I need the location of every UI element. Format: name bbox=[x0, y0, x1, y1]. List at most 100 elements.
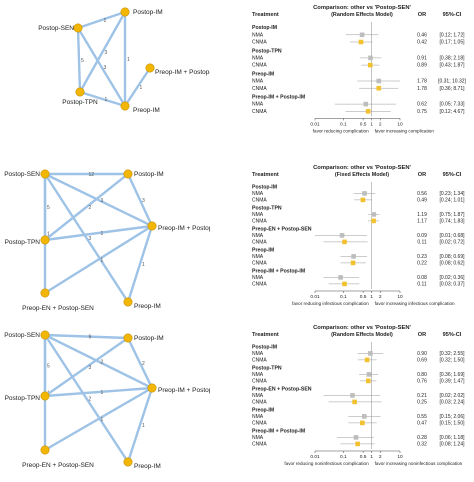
forest-row-or: 0.90 bbox=[417, 351, 427, 357]
network-node-label: Postop-TPN bbox=[5, 239, 41, 246]
network-edge-label: 3 bbox=[142, 198, 145, 204]
network-edge-label: 5 bbox=[81, 58, 84, 64]
forest-row-method: CNMA bbox=[252, 400, 267, 406]
forest-row-method: NMA bbox=[252, 393, 264, 399]
forest-row-method: CNMA bbox=[252, 379, 267, 385]
forest-header-treatment: Treatment bbox=[252, 172, 279, 178]
network-edge-label: 1 bbox=[101, 390, 104, 396]
forest-group-label: Postop-IM bbox=[252, 185, 277, 191]
network-node-label: Preop-IM + Postop-IM bbox=[158, 387, 210, 394]
network-edge-postop-sen-preop-im bbox=[76, 27, 127, 107]
network-edge-postop-sen-postop-tpn bbox=[76, 27, 82, 93]
forest-row-ci: [0.74; 1.83] bbox=[439, 219, 465, 225]
network-node-postop-sen bbox=[40, 169, 50, 179]
forest-x-tick-label: 2 bbox=[379, 454, 382, 460]
forest-row-ci: [0.36; 8.71] bbox=[439, 86, 465, 92]
network-edge-postop-tpn-preop-im-postop-im bbox=[44, 386, 153, 398]
forest-row-or: 0.89 bbox=[417, 63, 427, 69]
network-edge-label: 1 bbox=[142, 262, 145, 268]
forest-group-label: Postop-TPN bbox=[252, 206, 282, 212]
forest-x-tick-label: 0.01 bbox=[310, 454, 320, 460]
forest-x-tick-label: 1 bbox=[370, 294, 373, 300]
network-node-label: Preop-EN + Postop-SEN bbox=[22, 305, 94, 312]
network-graph-2: 12 5 3 1 3 2 3 1 1 1 Postop-SEN Postop-IM Postop-TPN… bbox=[4, 169, 210, 312]
network-edge-label: 2 bbox=[142, 361, 145, 367]
forest-point-estimate bbox=[350, 260, 356, 266]
network-edge-label: 1 bbox=[140, 85, 143, 91]
forest-point-estimate bbox=[365, 378, 371, 384]
network-graph-3: 9521232111Postop-SENPostop-IMPostop-TPNP… bbox=[4, 330, 210, 470]
forest-point-estimate bbox=[351, 254, 356, 259]
forest-row-method: NMA bbox=[252, 254, 264, 260]
forest-x-tick-label: 2 bbox=[379, 294, 382, 300]
forest-header-treatment: Treatment bbox=[252, 332, 279, 338]
forest-favor-left: favor reducing noninfectious complicatio… bbox=[284, 461, 369, 466]
forest-point-estimate bbox=[364, 357, 370, 363]
forest-point-estimate bbox=[355, 441, 360, 447]
forest-title: Comparison: other vs 'Postop-SEN' bbox=[313, 325, 411, 331]
forest-row-or: 1.78 bbox=[417, 86, 427, 92]
forest-row-or: 0.25 bbox=[417, 400, 427, 406]
forest-point-estimate bbox=[359, 32, 365, 38]
forest-row-ci: [0.15; 1.50] bbox=[439, 421, 465, 427]
forest-plot-3: Comparison: other vs 'Postop-SEN'(Random… bbox=[252, 325, 465, 466]
forest-point-estimate bbox=[358, 39, 364, 45]
forest-group-label: Preop-IM bbox=[252, 248, 274, 254]
forest-row-ci: [0.12; 1.72] bbox=[439, 32, 465, 38]
forest-row-or: 0.75 bbox=[417, 109, 427, 115]
network-node-preop-en-postop-sen bbox=[40, 288, 50, 298]
forest-subtitle: (Random Effects Model) bbox=[331, 332, 393, 338]
forest-subtitle: (Fixed Effects Model) bbox=[335, 172, 389, 178]
forest-row-or: 1.19 bbox=[417, 212, 427, 218]
forest-point-estimate bbox=[338, 275, 343, 280]
network-node-postop-im bbox=[120, 7, 130, 17]
network-node-postop-sen bbox=[73, 23, 83, 33]
forest-point-estimate bbox=[376, 78, 382, 84]
forest-plot-1: Comparison: other vs 'Postop-SEN'(Random… bbox=[252, 5, 467, 133]
network-node-preop-im bbox=[123, 457, 133, 467]
forest-row-ci: [0.75; 1.87] bbox=[439, 212, 465, 218]
forest-point-estimate bbox=[350, 393, 355, 398]
forest-row-method: CNMA bbox=[252, 86, 267, 92]
forest-row-method: CNMA bbox=[252, 219, 267, 225]
forest-row-or: 0.56 bbox=[417, 191, 427, 197]
forest-row-ci: [0.08; 0.62] bbox=[439, 261, 465, 267]
network-edge-label: 5 bbox=[47, 205, 50, 211]
forest-row-or: 0.76 bbox=[417, 379, 427, 385]
forest-row-or: 0.28 bbox=[417, 435, 427, 441]
forest-row-ci: [0.02; 0.36] bbox=[439, 275, 465, 281]
forest-row-ci: [0.02; 0.72] bbox=[439, 240, 465, 246]
forest-row-ci: [0.32; 2.55] bbox=[439, 351, 465, 357]
forest-x-tick-label: 10 bbox=[397, 294, 403, 300]
network-node-postop-tpn bbox=[40, 391, 50, 401]
forest-row-or: 0.21 bbox=[417, 393, 427, 399]
network-edge-preop-im-postop-im-preop-im bbox=[126, 225, 154, 303]
network-node-label: Preop-IM bbox=[134, 463, 161, 470]
forest-row-method: NMA bbox=[252, 372, 264, 378]
network-graph-1: 1 5 3 3 1 1 1 Postop-SEN Postop-IM Postop-TPN Preo… bbox=[38, 7, 210, 114]
forest-row-ci: [0.31; 10.32] bbox=[438, 79, 466, 85]
network-node-label: Preop-IM bbox=[134, 303, 161, 310]
forest-header-ci: 95%-CI bbox=[443, 332, 462, 338]
forest-row-method: CNMA bbox=[252, 109, 267, 115]
forest-row-or: 1.78 bbox=[417, 79, 427, 85]
forest-point-estimate bbox=[353, 435, 359, 440]
network-node-preop-im-postop-im bbox=[145, 63, 155, 73]
forest-row-or: 0.69 bbox=[417, 358, 427, 364]
network-edge-label: 12 bbox=[89, 172, 95, 178]
forest-point-estimate bbox=[360, 197, 366, 203]
network-edge-postop-sen-postop-im bbox=[77, 10, 126, 30]
forest-group-label: Preop-IM + Postop-IM bbox=[252, 429, 305, 435]
forest-point-estimate bbox=[339, 233, 345, 238]
forest-x-tick-label: 0.01 bbox=[310, 294, 320, 300]
network-edge-preop-en-postop-sen-preop-im-postop-im bbox=[44, 224, 153, 295]
forest-row-method: CNMA bbox=[252, 261, 267, 267]
forest-point-estimate bbox=[342, 239, 347, 245]
forest-x-tick-label: 0.01 bbox=[310, 121, 320, 127]
network-node-label: Postop-SEN bbox=[38, 25, 74, 32]
forest-point-estimate bbox=[360, 420, 365, 426]
forest-title: Comparison: other vs 'Postop-SEN' bbox=[313, 5, 411, 11]
forest-point-estimate bbox=[352, 399, 357, 405]
forest-header-or: OR bbox=[418, 12, 426, 18]
